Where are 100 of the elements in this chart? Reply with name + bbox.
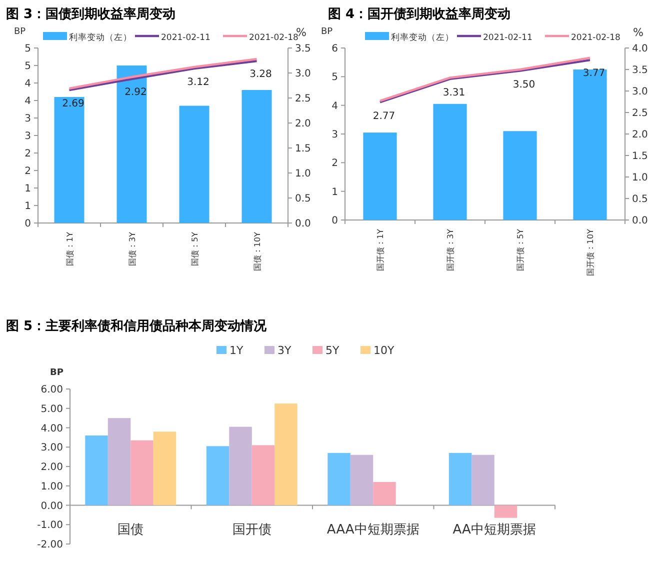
chart-title: 图 3：国债到期收益率周变动	[6, 6, 176, 22]
y-tick-label: 3	[332, 130, 338, 140]
y-tick-label: 4	[332, 100, 338, 112]
bar	[54, 97, 84, 223]
y-tick-label: 2.00	[40, 462, 63, 473]
y-axis-title: BP	[321, 27, 334, 37]
y-tick-label: 5	[24, 61, 31, 72]
x-tick-label: 国开债：1Y	[376, 228, 385, 271]
y2-tick-label: 4.0	[632, 44, 648, 54]
y2-tick-label: 0.5	[295, 194, 311, 204]
bar	[130, 440, 154, 506]
y-tick-label: -1.00	[37, 520, 63, 532]
y-tick-label: 5	[332, 72, 338, 84]
y-tick-label: 1	[332, 186, 338, 198]
legend-label: 2021-02-18	[249, 33, 298, 43]
y-tick-label: 2	[24, 148, 31, 160]
x-tick-label: 国开债：3Y	[446, 228, 455, 271]
x-tick-label: 国债：5Y	[190, 232, 200, 266]
x-tick-label: 国开债：10Y	[586, 228, 595, 276]
data-label: 2.77	[372, 110, 396, 122]
y-tick-label: 6.00	[40, 384, 63, 396]
bar	[116, 66, 147, 223]
bar	[472, 454, 494, 506]
y-tick-label: 3	[24, 131, 31, 142]
y-tick-label: 2	[332, 158, 338, 170]
y2-tick-label: 3.0	[632, 86, 648, 98]
data-label: 3.50	[512, 80, 536, 90]
legend-label: 3Y	[278, 344, 292, 357]
bar	[350, 454, 374, 506]
data-label: 3.31	[442, 88, 466, 99]
bar	[229, 426, 252, 506]
chart-title: 图 5：主要利率债和信用债品种本周变动情况	[6, 318, 268, 334]
legend-label: 1Y	[230, 344, 244, 357]
y2-tick-label: 2.0	[632, 130, 648, 140]
bar	[206, 446, 230, 506]
bar	[153, 432, 176, 506]
bar	[242, 90, 272, 223]
bar	[363, 132, 397, 220]
bar	[274, 404, 298, 506]
data-label: 3.12	[187, 77, 210, 88]
y2-tick-label: 2.0	[295, 118, 311, 130]
y-tick-label: 4.00	[40, 423, 63, 434]
bar	[85, 436, 108, 506]
legend-label: 利率变动（左）	[69, 32, 132, 43]
bar	[494, 505, 518, 518]
legend-label: 利率变动（左）	[391, 32, 454, 43]
bar	[373, 482, 396, 506]
x-tick-label: AAA中短期票据	[326, 522, 420, 538]
x-tick-label: 国债	[118, 522, 144, 538]
x-tick-label: 国债：3Y	[128, 232, 137, 266]
bar	[328, 452, 350, 506]
x-tick-label: 国开债：5Y	[516, 228, 525, 271]
y-tick-label: 0	[332, 216, 338, 226]
data-label: 3.28	[250, 69, 272, 80]
data-label: 2.92	[124, 87, 147, 98]
chart-title: 图 4：国开债到期收益率周变动	[328, 6, 511, 22]
data-label: 2.69	[62, 98, 84, 110]
y-tick-label: 5.00	[40, 404, 63, 415]
y2-axis-title: %	[633, 26, 644, 39]
y2-tick-label: 2.5	[295, 94, 311, 104]
legend-label: 10Y	[374, 344, 394, 357]
y2-tick-label: 3.5	[295, 44, 311, 54]
y-tick-label: 5	[24, 44, 31, 54]
y2-tick-label: 1.0	[295, 168, 311, 180]
y-axis-title: BP	[14, 27, 26, 37]
y-axis-title: BP	[50, 368, 64, 378]
y-tick-label: 6	[332, 44, 338, 54]
x-tick-label: 国开债	[232, 522, 272, 538]
y-tick-label: -2.00	[37, 540, 63, 550]
y-tick-label: 3	[24, 114, 31, 124]
bar	[503, 131, 537, 220]
y2-tick-label: 0.0	[295, 218, 311, 230]
y2-tick-label: 3.0	[295, 68, 311, 80]
y2-tick-label: 1.0	[632, 172, 648, 184]
y2-tick-label: 3.5	[632, 65, 648, 76]
legend-label: 2021-02-18	[571, 33, 620, 43]
y-tick-label: 1.00	[40, 481, 63, 492]
bar	[108, 418, 131, 506]
x-tick-label: AA中短期票据	[452, 522, 536, 538]
x-tick-label: 国债：1Y	[65, 232, 74, 266]
bar	[573, 70, 607, 220]
bar	[179, 106, 210, 223]
bar	[448, 452, 472, 506]
y-tick-label: 3.00	[40, 442, 63, 454]
y2-tick-label: 1.5	[632, 151, 648, 162]
y-tick-label: 0.00	[40, 500, 63, 512]
y-tick-label: 0	[24, 218, 31, 230]
y-tick-label: 1	[24, 201, 31, 212]
y-tick-label: 4	[24, 78, 31, 90]
bar	[433, 104, 467, 220]
y2-tick-label: 1.5	[295, 144, 311, 154]
legend-label: 2021-02-11	[161, 33, 210, 43]
legend-label: 2021-02-11	[483, 33, 532, 43]
data-label: 3.77	[582, 68, 606, 79]
y2-tick-label: 0.0	[632, 216, 648, 226]
y-tick-label: 2	[24, 166, 31, 177]
y2-tick-label: 2.5	[632, 108, 648, 119]
x-tick-label: 国债：10Y	[252, 232, 262, 272]
y-tick-label: 1	[24, 184, 31, 194]
y2-tick-label: 0.5	[632, 194, 648, 205]
